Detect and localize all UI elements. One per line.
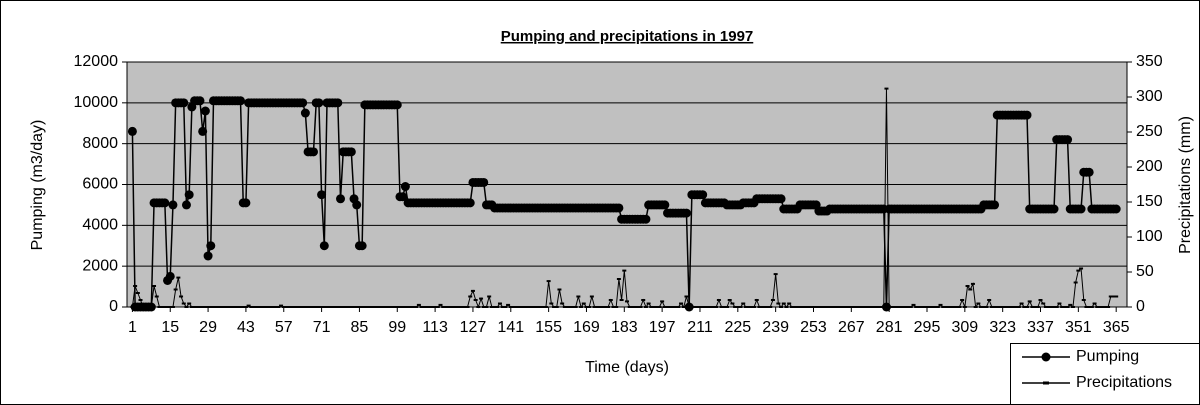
y-tick-label: 12000 [74,53,119,70]
marker [660,200,670,210]
x-tick-label: 239 [762,319,789,336]
x-tick-label: 127 [460,319,487,336]
marker [317,190,327,200]
marker [346,147,356,157]
y2-tick-label: 150 [1136,193,1163,210]
marker [614,203,624,213]
y2-tick-label: 300 [1136,88,1163,105]
x-tick-label: 71 [313,319,331,336]
x-tick-label: 365 [1103,319,1130,336]
x-tick-label: 155 [535,319,562,336]
marker [160,198,170,208]
marker [236,96,246,106]
marker [195,96,205,106]
y-tick-label: 0 [109,298,118,315]
x-tick-label: 337 [1027,319,1054,336]
y-tick-label: 10000 [74,94,119,111]
legend-label: Precipitations [1076,374,1172,391]
y2-tick-label: 350 [1136,53,1163,70]
y2-axis-title: Precipitations (mm) [1177,116,1194,254]
marker [181,200,191,210]
marker [400,182,410,192]
marker [165,271,175,281]
x-tick-label: 43 [237,319,255,336]
marker [300,108,310,118]
marker [206,241,216,251]
marker [1076,204,1086,214]
x-tick-label: 15 [161,319,179,336]
chart-title: Pumping and precipitations in 1997 [501,28,754,45]
marker [641,214,651,224]
x-tick-label: 295 [914,319,941,336]
y2-tick-label: 50 [1136,263,1154,280]
x-tick-label: 113 [422,319,448,336]
marker [392,100,402,110]
x-tick-label: 281 [876,319,903,336]
x-tick-label: 183 [611,319,638,336]
x-tick-label: 169 [573,319,600,336]
y-tick-label: 4000 [82,217,118,234]
y-axis-title: Pumping (m3/day) [29,120,46,251]
marker [168,200,178,210]
x-tick-label: 267 [838,319,865,336]
x-axis-title: Time (days) [585,359,669,376]
x-tick-label: 253 [800,319,827,336]
marker [1022,110,1032,120]
marker [336,194,346,204]
marker [465,198,475,208]
marker [314,98,324,108]
y2-tick-label: 100 [1136,228,1163,245]
legend-box [1010,343,1200,405]
marker [298,98,308,108]
y-tick-label: 2000 [82,257,118,274]
x-tick-label: 85 [351,319,369,336]
x-tick-label: 29 [199,319,217,336]
marker [179,98,189,108]
marker [319,241,329,251]
y-tick-label: 8000 [82,135,118,152]
x-tick-label: 211 [687,319,713,336]
marker [333,98,343,108]
y2-tick-label: 250 [1136,123,1163,140]
marker [241,198,251,208]
x-tick-label: 197 [649,319,676,336]
marker [479,177,489,187]
marker [698,190,708,200]
x-tick-label: 57 [275,319,293,336]
x-tick-label: 141 [497,319,524,336]
y2-tick-label: 0 [1136,298,1145,315]
marker [990,200,1000,210]
marker [1111,204,1121,214]
marker [776,194,786,204]
x-tick-label: 1 [128,319,137,336]
marker [198,126,208,136]
marker [357,241,367,251]
marker [398,192,408,202]
marker [308,147,318,157]
x-tick-label: 225 [724,319,751,336]
legend-label: Pumping [1076,348,1139,365]
marker [127,126,137,136]
x-tick-label: 309 [951,319,978,336]
marker [203,251,213,261]
marker [1084,167,1094,177]
marker [1063,135,1073,145]
legend-marker [1041,352,1051,362]
y2-tick-label: 200 [1136,158,1163,175]
marker [1049,204,1059,214]
marker [200,106,210,116]
marker [681,208,691,218]
marker [184,190,194,200]
marker [352,200,362,210]
y-tick-label: 6000 [82,176,118,193]
x-tick-label: 99 [388,319,406,336]
x-tick-label: 351 [1065,319,1092,336]
x-tick-label: 323 [989,319,1016,336]
